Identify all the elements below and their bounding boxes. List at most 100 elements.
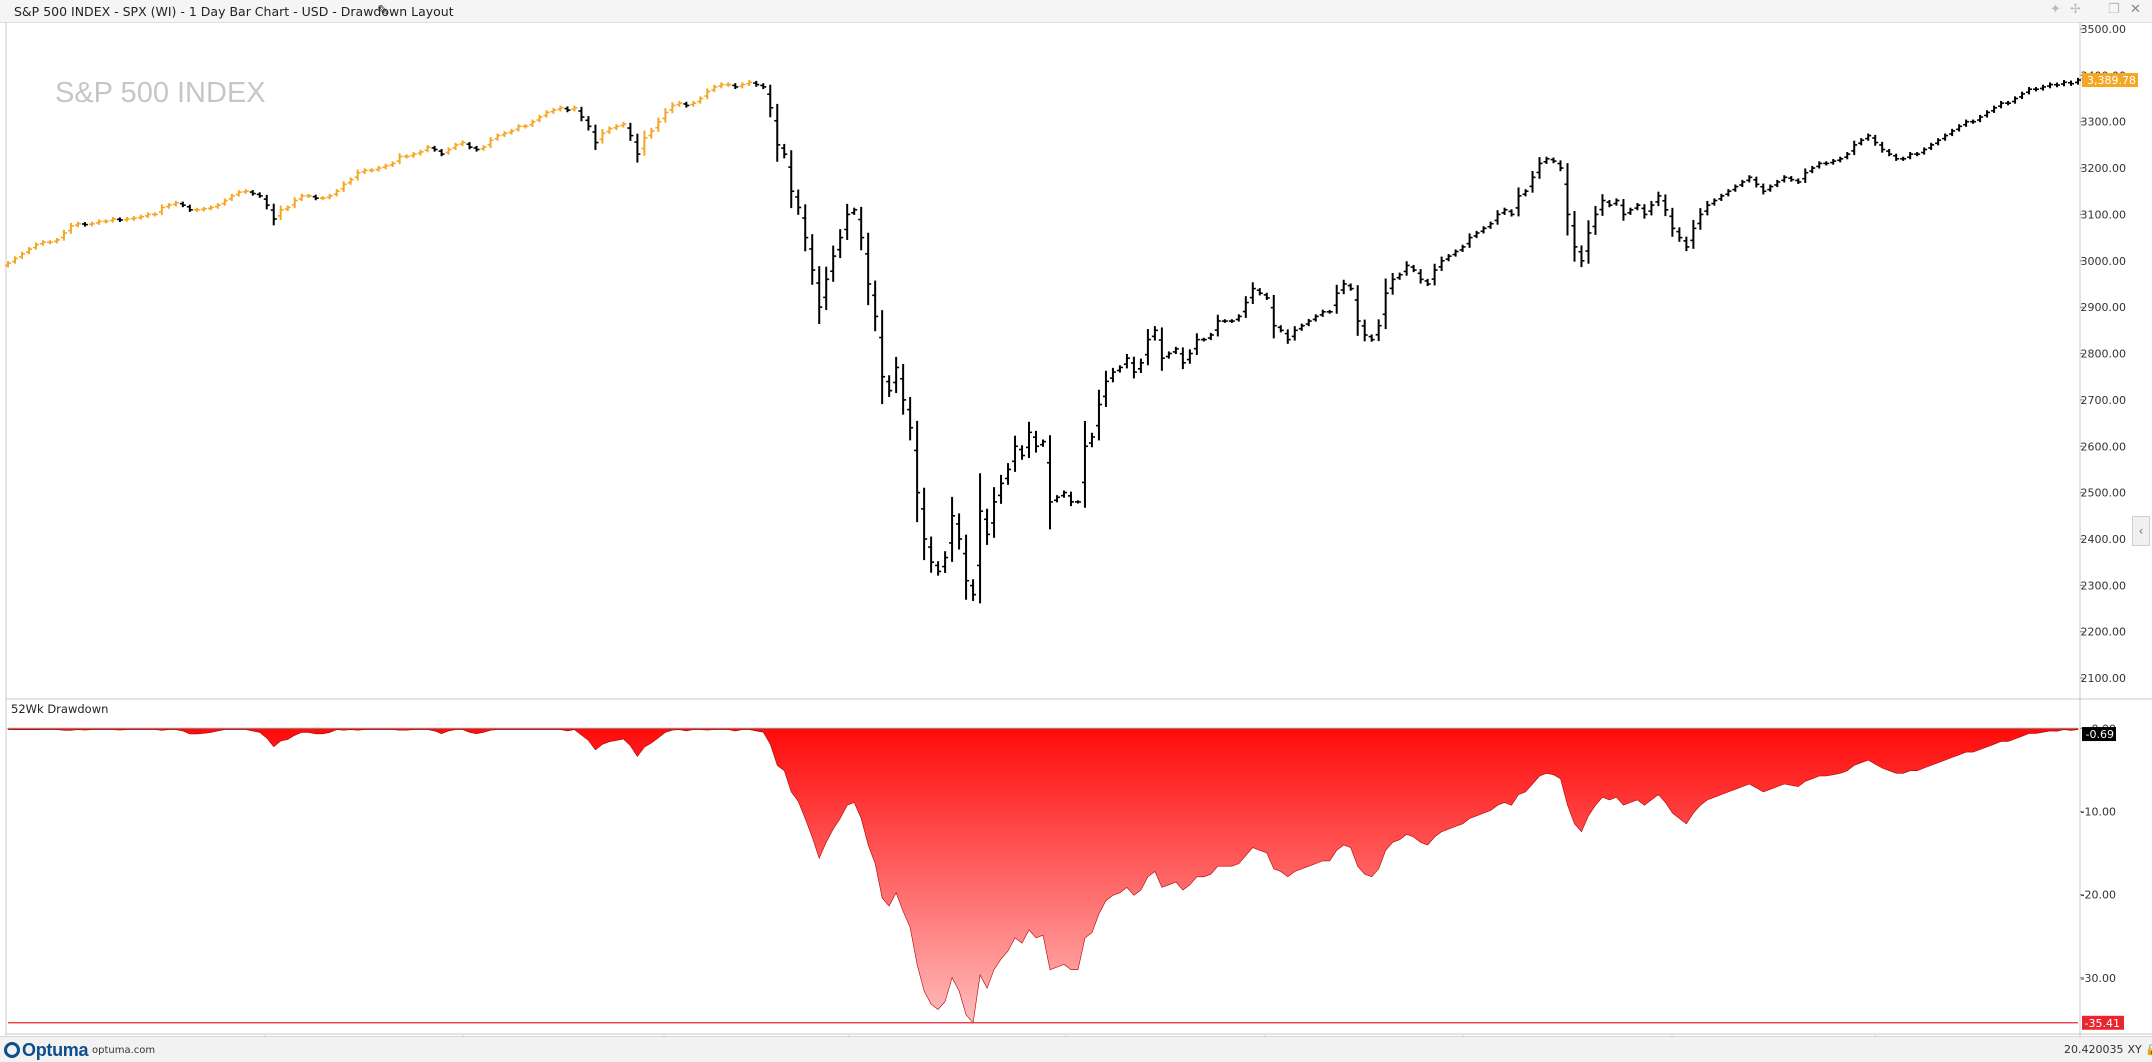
price-bar	[1172, 346, 1179, 355]
price-bar	[298, 193, 305, 201]
price-bar	[1012, 435, 1019, 472]
window-titlebar: S&P 500 INDEX - SPX (WI) - 1 Day Bar Cha…	[0, 0, 2152, 23]
price-bar	[354, 169, 361, 181]
price-bar	[1053, 495, 1060, 503]
price-bar	[473, 145, 480, 152]
price-bar	[1543, 156, 1550, 164]
price-bar	[389, 161, 396, 168]
price-bar	[753, 80, 760, 87]
chevron-left-icon[interactable]: ‹	[2132, 516, 2150, 546]
price-bar	[1445, 254, 1452, 262]
price-bar	[1186, 349, 1193, 364]
price-bar	[158, 204, 165, 216]
price-bar	[1403, 261, 1410, 276]
price-bar	[18, 251, 25, 259]
last-price-badge	[2082, 73, 2138, 88]
restore-icon[interactable]: ❐	[2108, 2, 2120, 17]
price-bar	[1900, 156, 1907, 161]
site-link[interactable]: optuma.com	[92, 1045, 156, 1056]
close-icon[interactable]: ✕	[2130, 2, 2141, 17]
price-bar	[214, 203, 221, 209]
drawdown-panel-title: 52Wk Drawdown	[11, 702, 108, 716]
drawdown-tick-label: -20.00	[2081, 889, 2116, 902]
price-bar	[522, 124, 529, 129]
price-bar	[1641, 204, 1648, 219]
price-bar	[1599, 194, 1606, 216]
price-bar	[977, 473, 984, 604]
price-bar	[1347, 283, 1354, 291]
price-bar	[165, 203, 172, 209]
price-bar	[1067, 491, 1074, 507]
pin-icon[interactable]: ✢	[2070, 2, 2081, 17]
price-bar	[1529, 170, 1536, 193]
price-bar	[228, 193, 235, 201]
price-bar	[382, 163, 389, 170]
price-bar	[1683, 236, 1690, 252]
price-bar	[1165, 351, 1172, 359]
price-bar	[1081, 420, 1088, 508]
pencil-icon[interactable]: ✎	[377, 3, 389, 19]
price-bar	[1431, 263, 1438, 286]
price-bar	[1697, 208, 1704, 230]
price-bar	[1333, 284, 1340, 314]
price-bar	[1158, 327, 1165, 371]
price-bar	[907, 396, 914, 441]
price-bar	[1753, 176, 1760, 188]
price-bar	[1005, 463, 1012, 485]
price-bar	[914, 420, 921, 523]
min-drawdown-badge	[2082, 1015, 2124, 1030]
price-bar	[102, 219, 109, 224]
price-bar	[1382, 278, 1389, 330]
lock-icon[interactable]: 🔒	[2145, 1043, 2152, 1056]
chart-area[interactable]: S&P 500 INDEX 52Wk Drawdown 3500.003400.…	[0, 22, 2152, 1036]
price-bar	[1221, 319, 1228, 323]
price-bar	[396, 153, 403, 165]
price-bar	[1284, 329, 1291, 344]
price-bar	[256, 192, 263, 198]
price-bar	[74, 221, 81, 228]
price-bar	[95, 219, 102, 225]
price-bar	[550, 107, 557, 114]
drawdown-area	[7, 728, 2079, 1024]
price-bar	[2068, 80, 2075, 86]
price-bar	[1704, 200, 1711, 216]
price-bar	[2033, 87, 2040, 92]
price-bar	[571, 105, 578, 112]
price-bar	[683, 101, 690, 108]
price-tick-label: 3100.00	[2081, 208, 2127, 221]
price-bar	[81, 222, 88, 227]
price-bar	[1760, 183, 1767, 195]
price-bar	[5, 261, 11, 268]
xy-mode-toggle[interactable]: XY	[2127, 1043, 2142, 1056]
price-bar	[1305, 318, 1312, 327]
price-bar	[557, 105, 564, 112]
price-bar	[627, 122, 634, 141]
price-bar	[1515, 187, 1522, 217]
price-bar	[2061, 80, 2068, 87]
price-bar	[123, 217, 130, 222]
price-bar	[1711, 198, 1718, 206]
price-bar	[1095, 389, 1102, 441]
price-bar	[1144, 329, 1151, 366]
price-bar	[1788, 176, 1795, 182]
price-bar	[648, 127, 655, 139]
lightbulb-icon[interactable]: ✦	[2050, 2, 2061, 17]
price-bar	[417, 149, 424, 156]
price-bar	[193, 207, 200, 212]
price-bar	[11, 256, 18, 264]
price-bar	[270, 203, 277, 226]
price-bar	[1130, 356, 1137, 379]
price-tick-label: 2800.00	[2081, 348, 2127, 361]
price-bar	[1487, 221, 1494, 229]
price-bar	[1298, 323, 1305, 331]
price-bar	[151, 212, 158, 217]
price-bar	[1956, 124, 1963, 132]
price-bar	[1739, 179, 1746, 188]
price-bar	[60, 229, 67, 241]
price-bar	[1928, 142, 1935, 150]
price-bar	[1774, 179, 1781, 188]
price-bar	[403, 154, 410, 159]
price-bar	[1389, 273, 1396, 295]
price-bar	[1620, 199, 1627, 221]
price-bar	[172, 200, 179, 207]
